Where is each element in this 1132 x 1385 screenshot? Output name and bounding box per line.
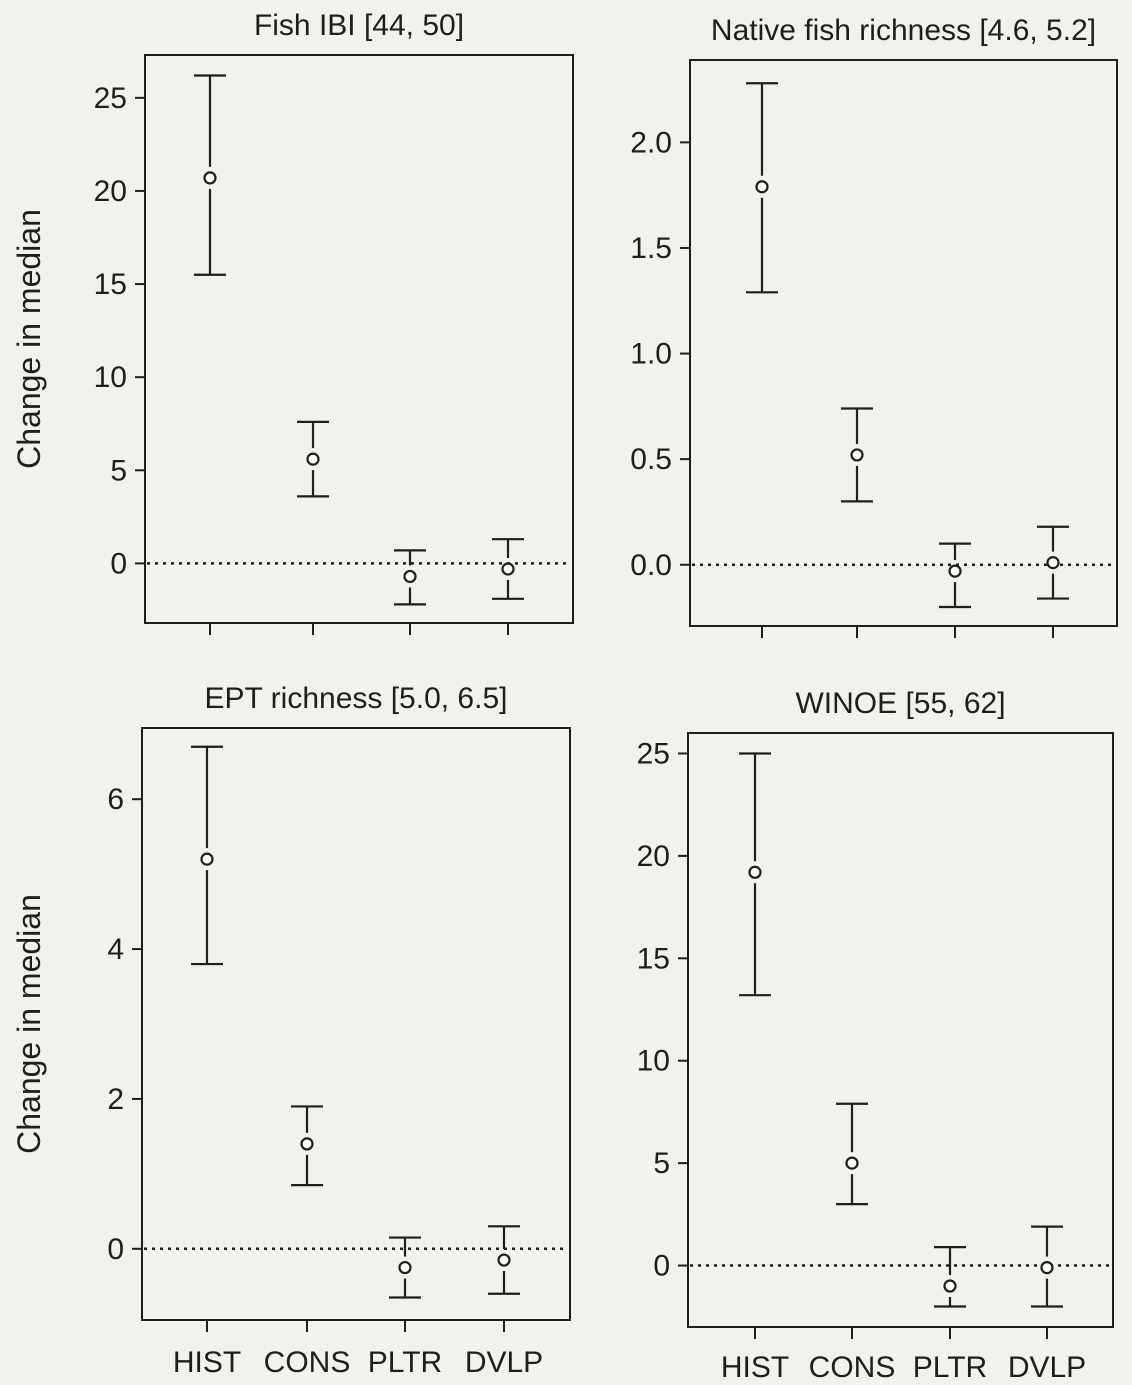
chart-title: EPT richness [5.0, 6.5] — [205, 682, 508, 715]
median-point-dvlp — [497, 1253, 511, 1267]
y-tick-label: 10 — [94, 361, 127, 394]
y-tick-label: 1.0 — [630, 338, 672, 371]
median-point-cons — [300, 1137, 314, 1151]
y-tick-label: 15 — [637, 942, 670, 975]
y-tick-label: 0.0 — [630, 549, 672, 582]
median-point-pltr — [948, 564, 962, 578]
y-tick-label: 0.5 — [630, 443, 672, 476]
x-tick-label: DVLP — [1008, 1351, 1086, 1384]
y-tick-label: 2 — [107, 1083, 124, 1116]
plot-frame — [141, 727, 571, 1321]
panel-3: EPT richness [5.0, 6.5] Change in median 0… — [11, 682, 571, 1379]
x-tick-label: DVLP — [465, 1346, 543, 1379]
y-tick-label: 20 — [637, 840, 670, 873]
median-point-cons — [306, 452, 320, 466]
median-point-hist — [748, 865, 762, 879]
chart-title: WINOE [55, 62] — [795, 687, 1005, 720]
median-point-dvlp — [1040, 1260, 1054, 1275]
y-tick-label: 0 — [653, 1250, 670, 1283]
y-tick-label: 15 — [94, 268, 127, 301]
chart-title: Native fish richness [4.6, 5.2] — [711, 14, 1096, 47]
median-point-pltr — [943, 1279, 957, 1293]
y-axis-label: Change in median — [11, 894, 47, 1154]
y-tick-label: 5 — [110, 454, 127, 487]
y-tick-label: 5 — [653, 1147, 670, 1180]
median-point-dvlp — [1046, 556, 1060, 570]
x-tick-label: HIST — [173, 1346, 241, 1379]
y-tick-label: 10 — [637, 1045, 670, 1078]
median-point-dvlp — [501, 562, 515, 576]
x-tick-label: CONS — [809, 1351, 896, 1384]
x-tick-label: HIST — [721, 1351, 789, 1384]
plot-frame — [144, 54, 574, 624]
chart-title: Fish IBI [44, 50] — [254, 9, 464, 42]
x-tick-label: PLTR — [368, 1346, 442, 1379]
median-point-pltr — [403, 569, 417, 584]
y-tick-label: 20 — [94, 175, 127, 208]
y-tick-label: 4 — [107, 933, 124, 966]
x-tick-label: CONS — [264, 1346, 351, 1379]
y-tick-label: 0 — [110, 547, 127, 580]
median-point-hist — [200, 852, 214, 866]
panel-4: WINOE [55, 62] 0 5 10 15 20 25 HIST CONS PLTR DVLP — [637, 687, 1114, 1384]
median-point-hist — [203, 171, 217, 185]
y-tick-label: 1.5 — [630, 232, 672, 265]
median-point-cons — [845, 1156, 859, 1170]
y-axis-label: Change in median — [11, 209, 47, 469]
y-tick-label: 25 — [637, 737, 670, 770]
plot-frame — [687, 732, 1114, 1328]
median-point-hist — [755, 180, 769, 194]
panel-1: Fish IBI [44, 50] Change in median 0 5 10 15 2… — [11, 9, 574, 635]
median-point-cons — [850, 448, 864, 462]
y-tick-label: 6 — [107, 783, 124, 816]
median-point-pltr — [398, 1260, 412, 1275]
y-tick-label: 0 — [107, 1233, 124, 1266]
y-tick-label: 25 — [94, 82, 127, 115]
x-tick-label: PLTR — [913, 1351, 987, 1384]
plot-frame — [689, 59, 1118, 627]
y-tick-label: 2.0 — [630, 126, 672, 159]
panel-2: Native fish richness [4.6, 5.2] 0.0 0.5 1.0… — [630, 14, 1118, 638]
